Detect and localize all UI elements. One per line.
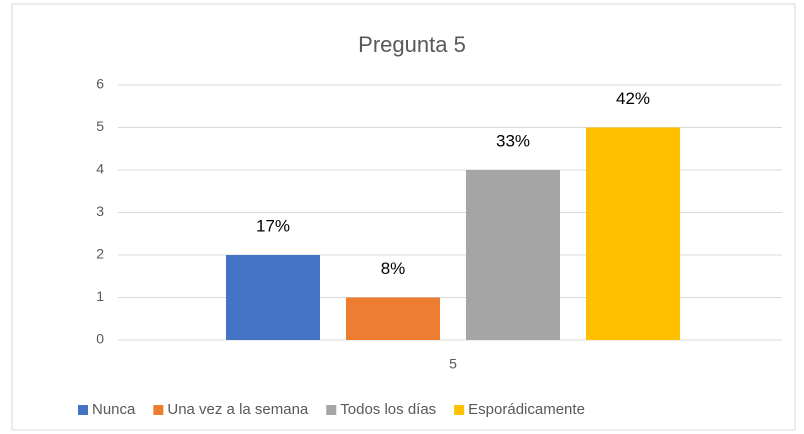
legend-label: Nunca [92,401,136,418]
legend-swatch [153,405,164,415]
bar [466,170,560,340]
chart-title: Pregunta 5 [358,32,466,57]
y-tick-label: 5 [96,118,104,134]
legend-swatch [78,405,88,415]
y-tick-label: 3 [96,203,104,219]
y-tick-label: 6 [96,76,104,92]
legend-label: Todos los días [340,401,436,418]
y-tick-label: 0 [96,331,104,347]
bar [226,255,320,340]
data-label: 8% [381,259,406,278]
x-tick-label: 5 [449,356,457,372]
data-label: 17% [256,216,290,235]
data-label: 33% [496,131,530,150]
bar [346,297,440,340]
legend-label: Esporádicamente [468,401,585,418]
legend-swatch [326,405,337,415]
y-tick-label: 1 [96,288,104,304]
legend-swatch [454,405,465,415]
data-label: 42% [616,89,650,108]
y-tick-label: 2 [96,246,104,262]
bar [586,127,680,340]
y-tick-label: 4 [96,161,104,177]
legend-label: Una vez a la semana [167,401,309,418]
